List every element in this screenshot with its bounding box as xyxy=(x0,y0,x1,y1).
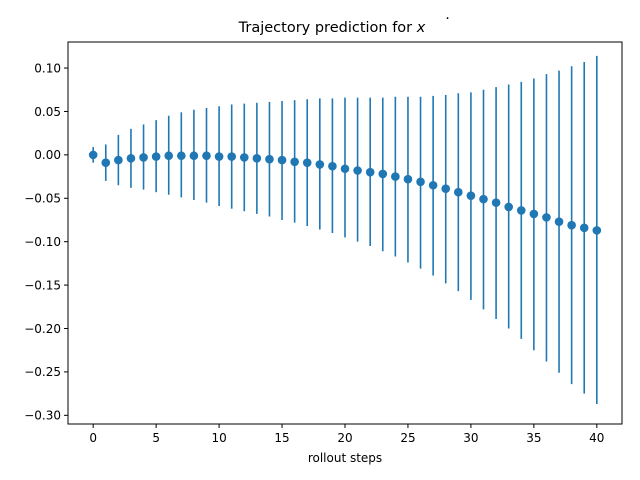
x-tick-label: 30 xyxy=(463,431,478,445)
data-point xyxy=(239,153,249,162)
y-tick-label: −0.25 xyxy=(24,365,61,379)
x-tick-label: 5 xyxy=(152,431,160,445)
data-point xyxy=(290,157,299,167)
data-point xyxy=(139,153,148,162)
data-point xyxy=(416,177,425,187)
y-tick-label: 0.00 xyxy=(34,148,61,162)
x-tick-label: 15 xyxy=(274,431,289,445)
y-axis-ticks: 0.10 0.05 0.00 −0.05 −0.10 −0.15 −0.20 −0.25 −0.… xyxy=(24,61,68,423)
data-point xyxy=(353,166,362,175)
y-tick-label: −0.30 xyxy=(24,409,61,423)
data-point xyxy=(579,223,589,233)
data-point xyxy=(252,154,262,163)
data-point xyxy=(365,167,375,177)
data-point xyxy=(151,152,161,161)
y-tick-label: −0.15 xyxy=(24,278,61,292)
data-point xyxy=(454,187,463,197)
data-point xyxy=(265,154,274,164)
data-point xyxy=(227,152,236,161)
data-point xyxy=(479,194,488,204)
data-point xyxy=(277,155,287,165)
chart-title-var: x xyxy=(416,20,426,36)
x-axis-label: rollout steps xyxy=(308,451,382,465)
data-point xyxy=(302,158,312,167)
data-point xyxy=(88,150,98,160)
x-tick-label: 10 xyxy=(211,431,226,445)
plot-frame xyxy=(67,41,623,425)
y-tick-label: −0.05 xyxy=(24,192,61,206)
data-point xyxy=(529,209,539,219)
data-point xyxy=(340,164,350,174)
y-tick-label: −0.20 xyxy=(24,322,61,336)
data-point xyxy=(189,151,199,161)
x-tick-label: 20 xyxy=(337,431,352,445)
data-point xyxy=(114,155,123,165)
x-tick-label: 0 xyxy=(89,431,97,445)
y-tick-label: 0.05 xyxy=(34,105,61,119)
data-point xyxy=(428,180,438,190)
y-tick-label: 0.10 xyxy=(34,61,61,75)
x-tick-label: 25 xyxy=(400,431,415,445)
x-axis-ticks: 0 5 10 15 20 25 30 35 40 xyxy=(89,424,604,445)
data-point xyxy=(378,169,388,179)
data-point xyxy=(403,174,413,184)
data-point xyxy=(504,202,513,212)
data-point xyxy=(441,184,451,194)
title-var-dot: · xyxy=(445,11,450,27)
data-point xyxy=(214,152,224,161)
chart-title-main: Trajectory prediction for xyxy=(238,20,417,36)
data-point xyxy=(164,151,174,161)
plot-marks xyxy=(88,55,602,405)
data-point xyxy=(554,217,564,227)
data-point xyxy=(126,154,136,163)
data-point xyxy=(592,226,602,235)
x-tick-label: 35 xyxy=(526,431,541,445)
data-point xyxy=(542,213,551,222)
data-point xyxy=(202,151,211,161)
data-point xyxy=(177,151,186,161)
data-point xyxy=(391,172,400,181)
data-point xyxy=(466,191,476,200)
y-tick-label: −0.10 xyxy=(24,235,61,249)
data-point xyxy=(101,158,111,167)
data-point xyxy=(567,220,576,230)
data-point xyxy=(516,206,526,215)
data-point xyxy=(328,161,337,171)
data-point xyxy=(491,198,501,207)
chart-title: Trajectory prediction for x xyxy=(238,20,426,36)
data-point xyxy=(315,160,325,169)
x-tick-label: 40 xyxy=(589,431,604,445)
